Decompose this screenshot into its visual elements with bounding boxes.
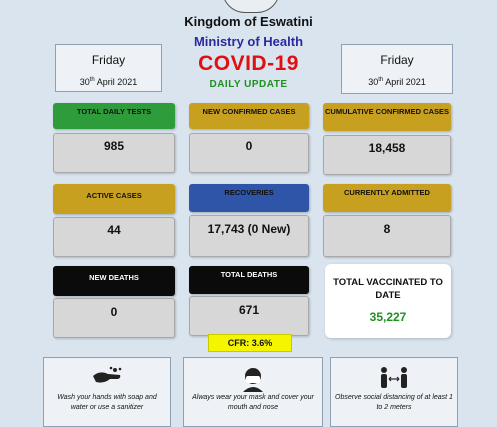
vaccinated-card: TOTAL VACCINATED TO DATE 35,227 [325,264,451,338]
tip-wash-hands: Wash your hands with soap and water or u… [43,357,171,427]
day-label: Friday [380,53,414,67]
new-deaths-value: 0 [53,298,175,338]
day-label: Friday [91,53,126,67]
total-daily-tests-header: TOTAL DAILY TESTS [53,103,175,129]
hand-wash-icon [44,366,170,392]
date-box-right: Friday 30th April 2021 [341,44,453,94]
cfr-badge: CFR: 3.6% [208,334,292,352]
daily-update-subtitle: DAILY UPDATE [209,79,288,90]
currently-admitted-value: 8 [323,215,451,257]
cumulative-confirmed-cases-header: CUMULATIVE CONFIRMED CASES [323,103,451,131]
active-cases-header: ACTIVE CASES [53,184,175,214]
tip-social-distance: Observe social distancing of at least 1 … [330,357,458,427]
new-deaths-header: NEW DEATHS [53,266,175,296]
active-cases-value: 44 [53,217,175,257]
tip-wash-text: Wash your hands with soap and water or u… [57,394,157,411]
date-label: 30th April 2021 [79,77,138,87]
currently-admitted-header: CURRENTLY ADMITTED [323,184,451,212]
date-label: 30th April 2021 [368,77,426,87]
cumulative-confirmed-cases-value: 18,458 [323,135,451,175]
kingdom-title: Kingdom of Eswatini [184,14,313,29]
total-daily-tests-value: 985 [53,133,175,173]
seal-icon [222,0,280,13]
tip-distance-text: Observe social distancing of at least 1 … [335,394,453,411]
recoveries-value: 17,743 (0 New) [189,215,309,257]
tip-mask-text: Always wear your mask and cover your mou… [192,394,314,411]
vaccinated-value: 35,227 [369,310,407,324]
date-box-left: Friday 30th April 2021 [55,44,162,92]
recoveries-header: RECOVERIES [189,184,309,212]
total-deaths-header: TOTAL DEATHS [189,266,309,294]
new-confirmed-cases-value: 0 [189,133,309,173]
total-deaths-value: 671 [189,296,309,336]
face-mask-icon [184,366,322,396]
covid-title: COVID-19 [198,52,299,75]
social-distance-icon [331,366,457,394]
new-confirmed-cases-header: NEW CONFIRMED CASES [189,103,309,129]
tip-wear-mask: Always wear your mask and cover your mou… [183,357,323,427]
ministry-title: Ministry of Health [193,34,304,49]
vaccinated-label: TOTAL VACCINATED TO DATE [333,277,443,301]
